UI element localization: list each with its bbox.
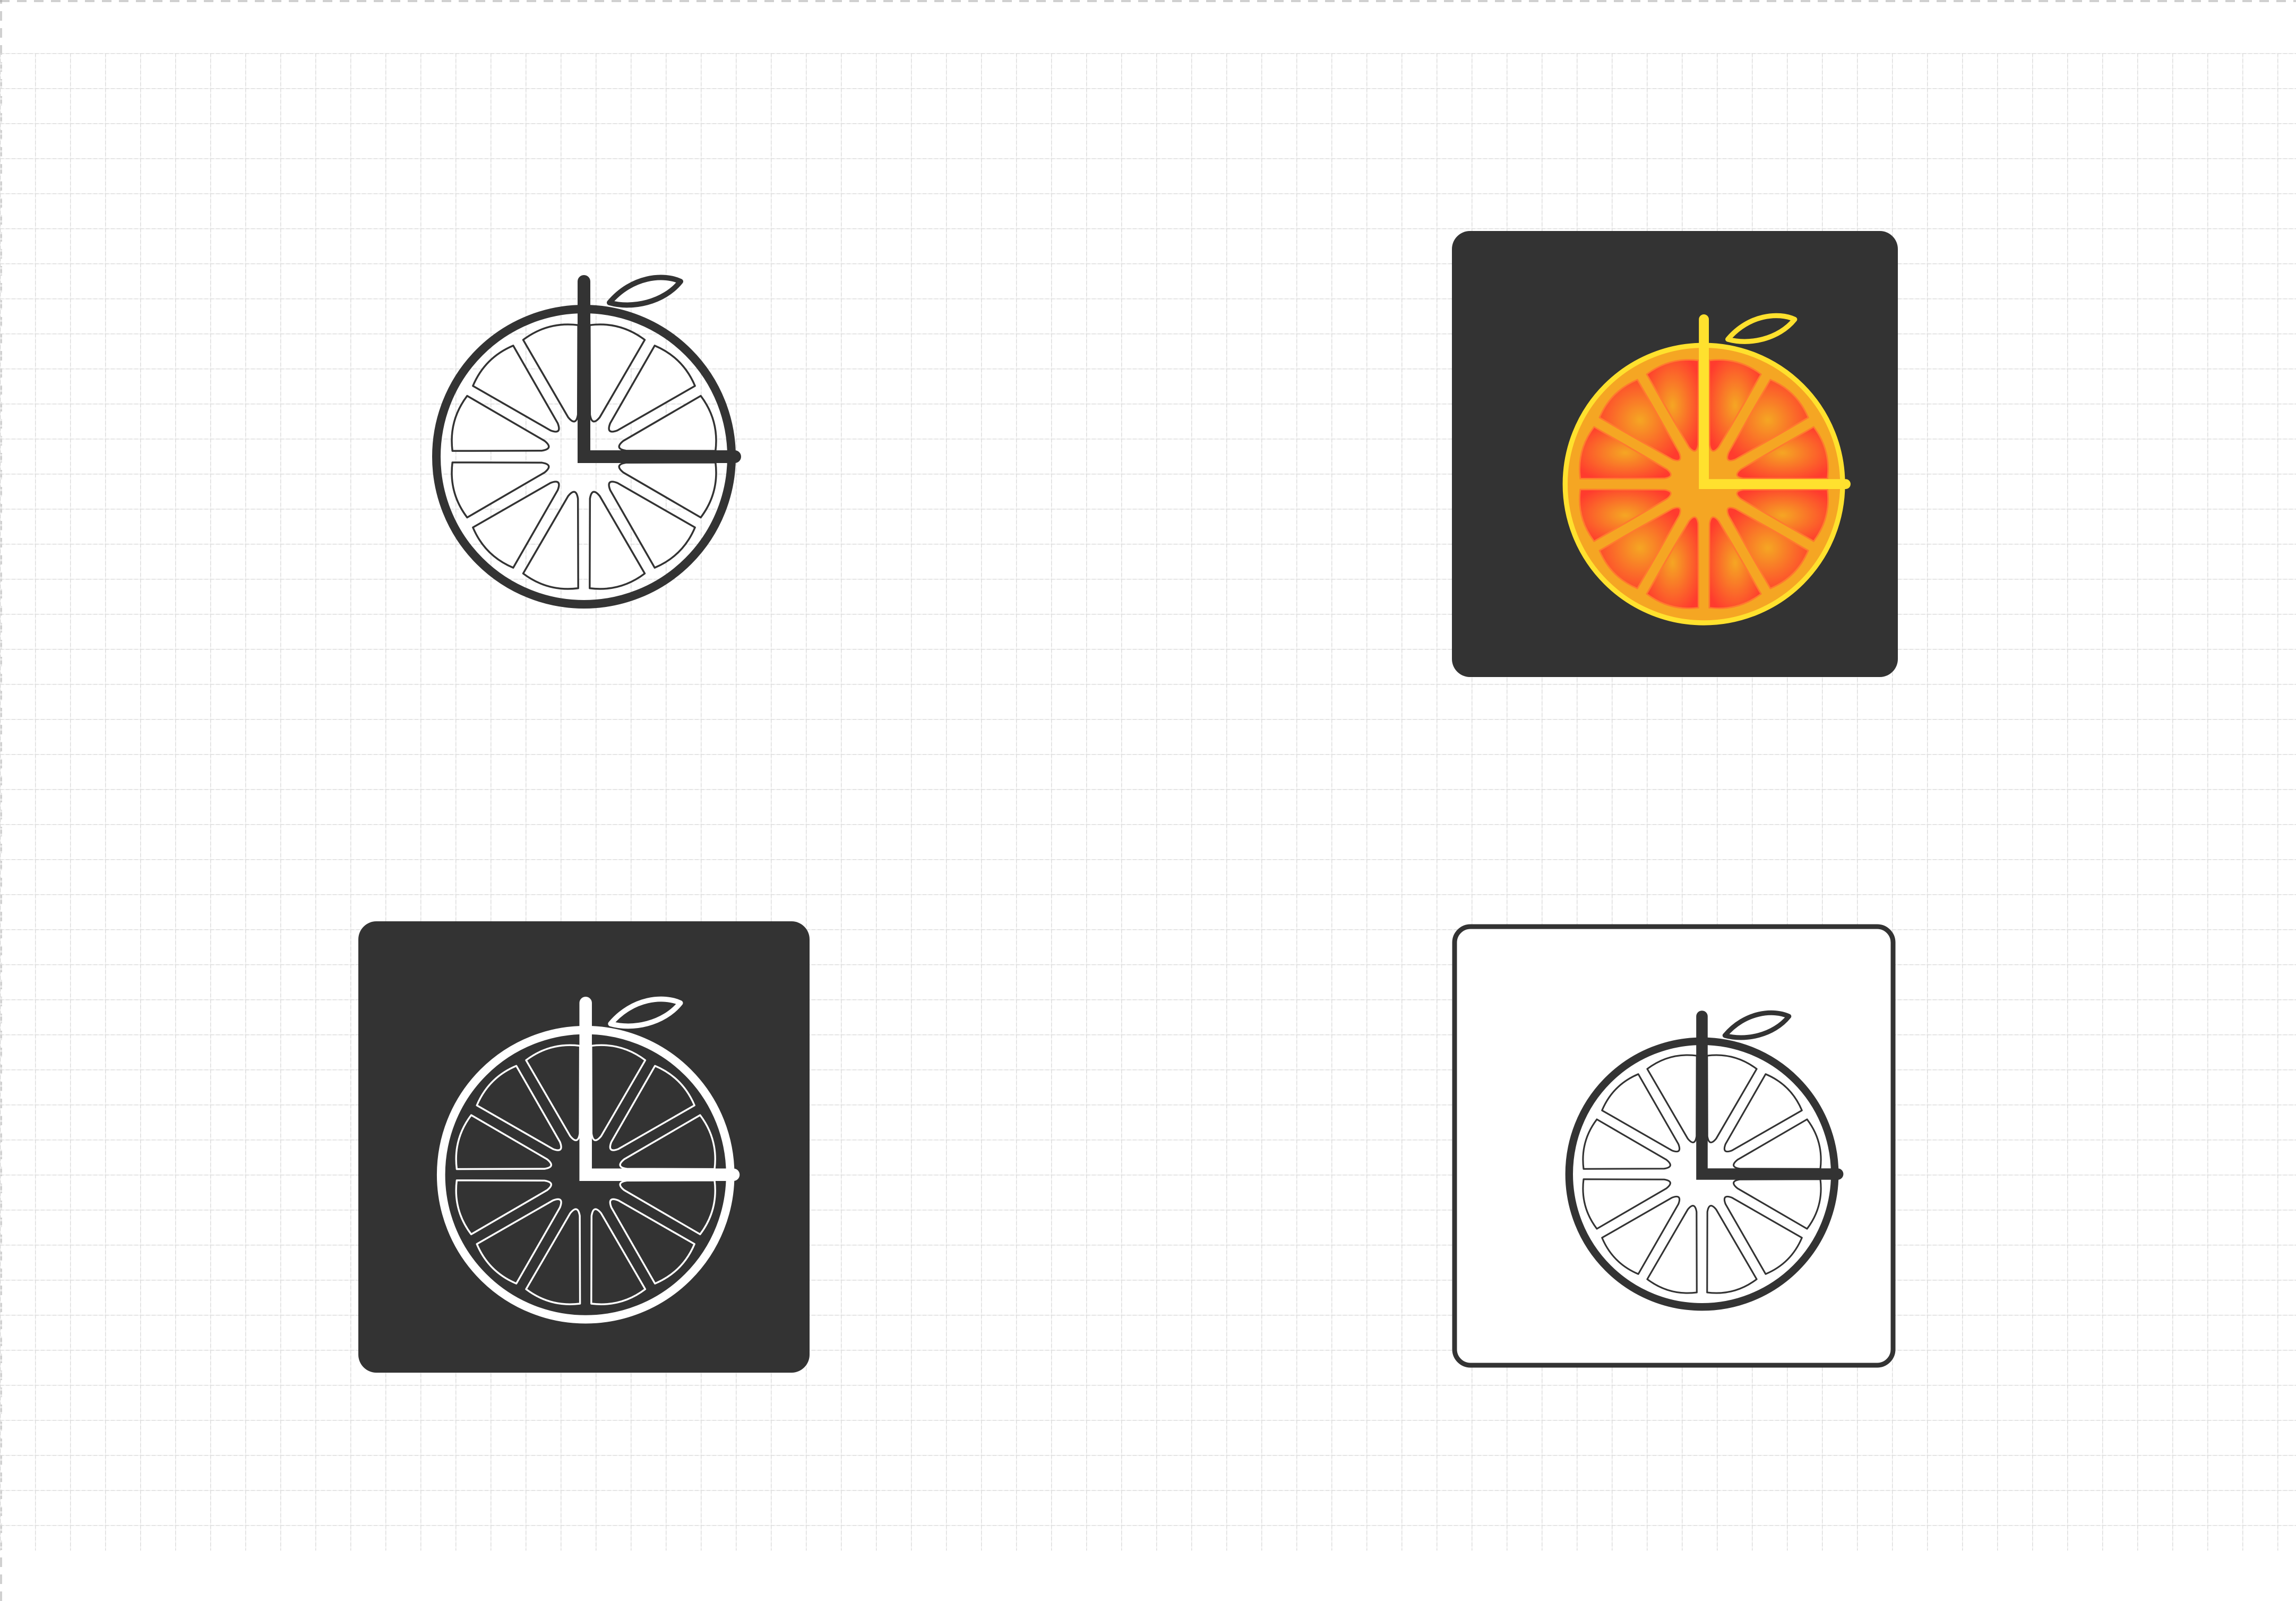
orange-segment xyxy=(1582,1178,1671,1230)
orange-segment xyxy=(476,1198,562,1285)
orange-segment xyxy=(589,491,646,590)
orange-segment xyxy=(608,481,696,569)
orange-segment xyxy=(590,1208,647,1305)
orange-segment xyxy=(1579,426,1672,480)
orange-segment xyxy=(1646,1205,1698,1294)
orange-segment xyxy=(455,1179,552,1236)
orange-segment xyxy=(1646,359,1699,452)
clock-hands xyxy=(1696,1011,1844,1180)
orange-segment xyxy=(618,395,717,452)
orange-segment xyxy=(589,323,646,423)
orange-segment xyxy=(1723,1073,1803,1153)
orange-segment xyxy=(590,1044,647,1141)
orange-segment xyxy=(1646,516,1699,610)
logo-variant-color-dark xyxy=(1452,231,1898,677)
orange-segment xyxy=(522,491,579,590)
orange-segment xyxy=(1706,1054,1758,1143)
orange-segment xyxy=(618,461,717,519)
clock-hands xyxy=(579,997,740,1181)
orange-segment xyxy=(1646,1054,1698,1143)
clock-hands xyxy=(578,275,741,463)
leaf-icon xyxy=(608,996,683,1029)
orange-segment xyxy=(1598,507,1681,589)
orange-slice-clock-icon xyxy=(1452,924,1896,1368)
orange-segment xyxy=(1601,1073,1681,1153)
leaf-icon xyxy=(1722,1010,1792,1040)
orange-segment xyxy=(1708,359,1762,452)
orange-segment xyxy=(1733,1118,1822,1170)
orange-segment xyxy=(476,1065,562,1151)
orange-segment xyxy=(522,323,579,423)
orange-segment xyxy=(1736,489,1829,542)
orange-segment xyxy=(1579,489,1672,542)
orange-slice-clock-icon xyxy=(432,275,741,609)
orange-segment xyxy=(1726,379,1809,461)
orange-segment xyxy=(455,1114,552,1170)
orange-segment xyxy=(525,1044,581,1141)
clock-hands xyxy=(1699,314,1851,490)
orange-segment xyxy=(1733,1178,1822,1230)
logo-variant-outline-light xyxy=(403,250,754,621)
orange-segment xyxy=(525,1208,581,1305)
orange-segment xyxy=(1582,1118,1671,1170)
orange-segment xyxy=(451,461,550,519)
orange-slice-clock-icon xyxy=(358,921,810,1373)
orange-segment xyxy=(608,345,696,433)
orange-segment xyxy=(451,395,550,452)
orange-segment xyxy=(619,1179,716,1236)
background-grid-dash-mask xyxy=(0,53,2296,1551)
orange-segment xyxy=(1706,1205,1758,1294)
orange-slice-clock-icon xyxy=(1452,231,1898,677)
orange-segment xyxy=(609,1065,695,1151)
orange-segment xyxy=(1708,516,1762,610)
orange-segment xyxy=(1726,507,1809,589)
orange-segment xyxy=(1723,1195,1803,1275)
orange-segment xyxy=(1736,426,1829,480)
orange-segment xyxy=(1598,379,1681,461)
leaf-icon xyxy=(607,275,683,308)
orange-segment xyxy=(472,345,560,433)
logo-variant-white-dark xyxy=(358,921,810,1373)
orange-segment xyxy=(1601,1195,1681,1275)
logo-variant-outline-frame xyxy=(1452,924,1896,1368)
orange-segment xyxy=(472,481,560,569)
leaf-icon xyxy=(1725,313,1798,344)
orange-segment xyxy=(619,1114,716,1170)
orange-segment xyxy=(609,1198,695,1285)
